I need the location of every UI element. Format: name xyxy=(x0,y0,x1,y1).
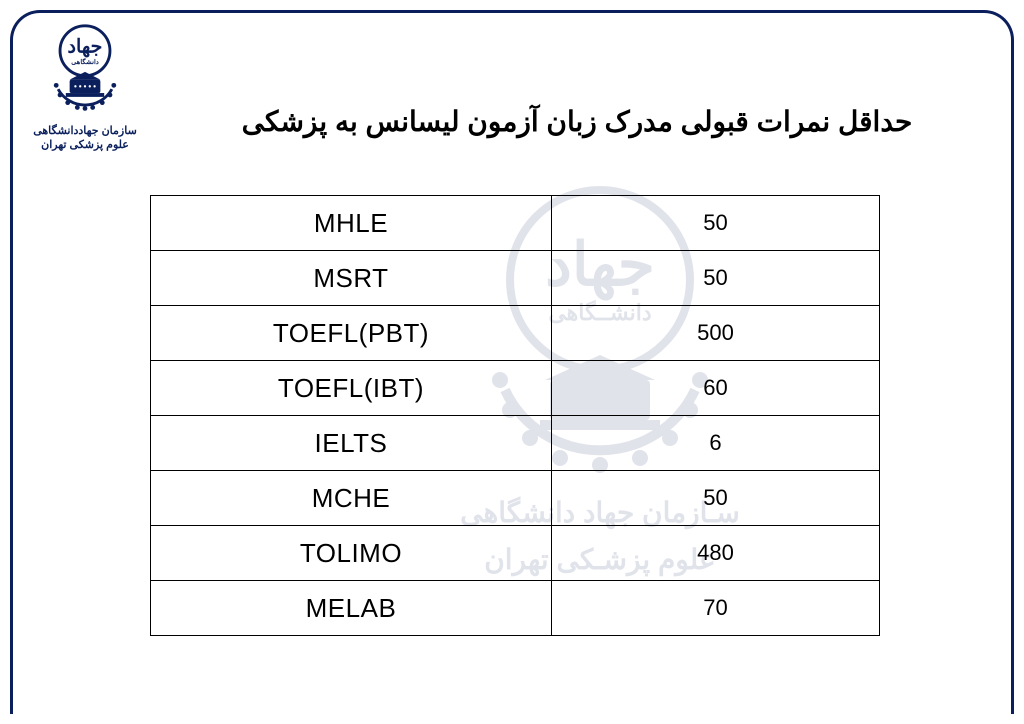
logo-brand-sub: دانشگاهی xyxy=(71,57,99,66)
table-row: IELTS 6 xyxy=(151,416,880,471)
org-logo-icon: جهاد دانشگاهی xyxy=(37,22,133,118)
table-row: MSRT 50 xyxy=(151,251,880,306)
table-row: TOLIMO 480 xyxy=(151,526,880,581)
score-cell: 500 xyxy=(551,306,879,361)
score-cell: 480 xyxy=(551,526,879,581)
exam-cell: MHLE xyxy=(151,196,552,251)
table-row: MCHE 50 xyxy=(151,471,880,526)
score-cell: 70 xyxy=(551,581,879,636)
exam-cell: MSRT xyxy=(151,251,552,306)
org-name-line1: سازمان جهاددانشگاهی xyxy=(29,124,141,138)
exam-cell: IELTS xyxy=(151,416,552,471)
exam-cell: TOLIMO xyxy=(151,526,552,581)
exam-cell: TOEFL(PBT) xyxy=(151,306,552,361)
scores-table-wrap: MHLE 50 MSRT 50 TOEFL(PBT) 500 TOEFL(IBT… xyxy=(150,195,880,636)
table-row: TOEFL(PBT) 500 xyxy=(151,306,880,361)
exam-cell: MELAB xyxy=(151,581,552,636)
org-name-line2: علوم پزشکی تهران xyxy=(29,138,141,152)
scores-table: MHLE 50 MSRT 50 TOEFL(PBT) 500 TOEFL(IBT… xyxy=(150,195,880,636)
score-cell: 6 xyxy=(551,416,879,471)
exam-cell: MCHE xyxy=(151,471,552,526)
page-title: حداقل نمرات قبولی مدرک زبان آزمون لیسانس… xyxy=(180,105,974,138)
score-cell: 50 xyxy=(551,196,879,251)
logo-brand-text: جهاد xyxy=(67,37,102,58)
table-row: TOEFL(IBT) 60 xyxy=(151,361,880,416)
score-cell: 50 xyxy=(551,251,879,306)
table-row: MELAB 70 xyxy=(151,581,880,636)
score-cell: 50 xyxy=(551,471,879,526)
score-cell: 60 xyxy=(551,361,879,416)
org-logo-block: جهاد دانشگاهی سازمان جهاددانشگاهی علوم پ… xyxy=(25,22,145,161)
table-row: MHLE 50 xyxy=(151,196,880,251)
exam-cell: TOEFL(IBT) xyxy=(151,361,552,416)
